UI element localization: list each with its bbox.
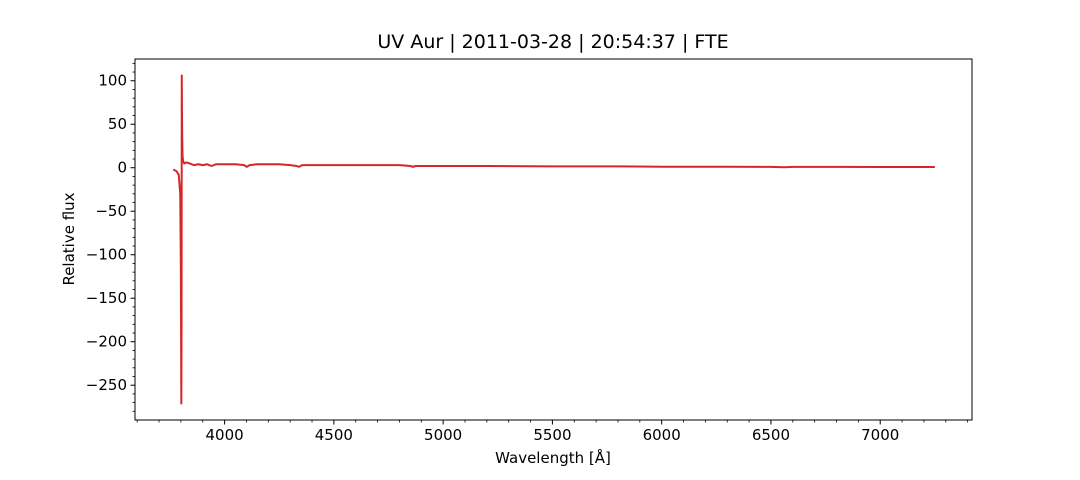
y-tick-label: 50	[108, 115, 127, 133]
x-tick-label: 5000	[424, 426, 462, 444]
y-tick-label: −250	[86, 376, 127, 394]
series-line-0	[172, 74, 935, 405]
y-axis-label: Relative flux	[60, 192, 78, 285]
x-tick-label: 4500	[315, 426, 353, 444]
y-tick-label: −100	[86, 246, 127, 264]
y-axis: 100 50 0 −50 −100 −150 −200 −250	[86, 62, 135, 412]
y-tick-label: 0	[117, 159, 127, 177]
x-tick-label: 6500	[752, 426, 790, 444]
plot-frame	[134, 58, 973, 421]
y-tick-label: −200	[86, 333, 127, 351]
series-layer	[172, 74, 935, 405]
x-axis-label: Wavelength [Å]	[495, 448, 611, 467]
y-tick-label: −150	[86, 289, 127, 307]
x-axis: 4000 4500 5000 5500 6000 6500 7000	[136, 420, 969, 444]
x-tick-label: 5500	[533, 426, 571, 444]
chart-title: UV Aur | 2011-03-28 | 20:54:37 | FTE	[377, 31, 728, 53]
x-tick-label: 7000	[861, 426, 899, 444]
y-tick-label: 100	[98, 72, 127, 90]
y-tick-label: −50	[95, 202, 127, 220]
x-tick-label: 4000	[206, 426, 244, 444]
x-tick-label: 6000	[643, 426, 681, 444]
